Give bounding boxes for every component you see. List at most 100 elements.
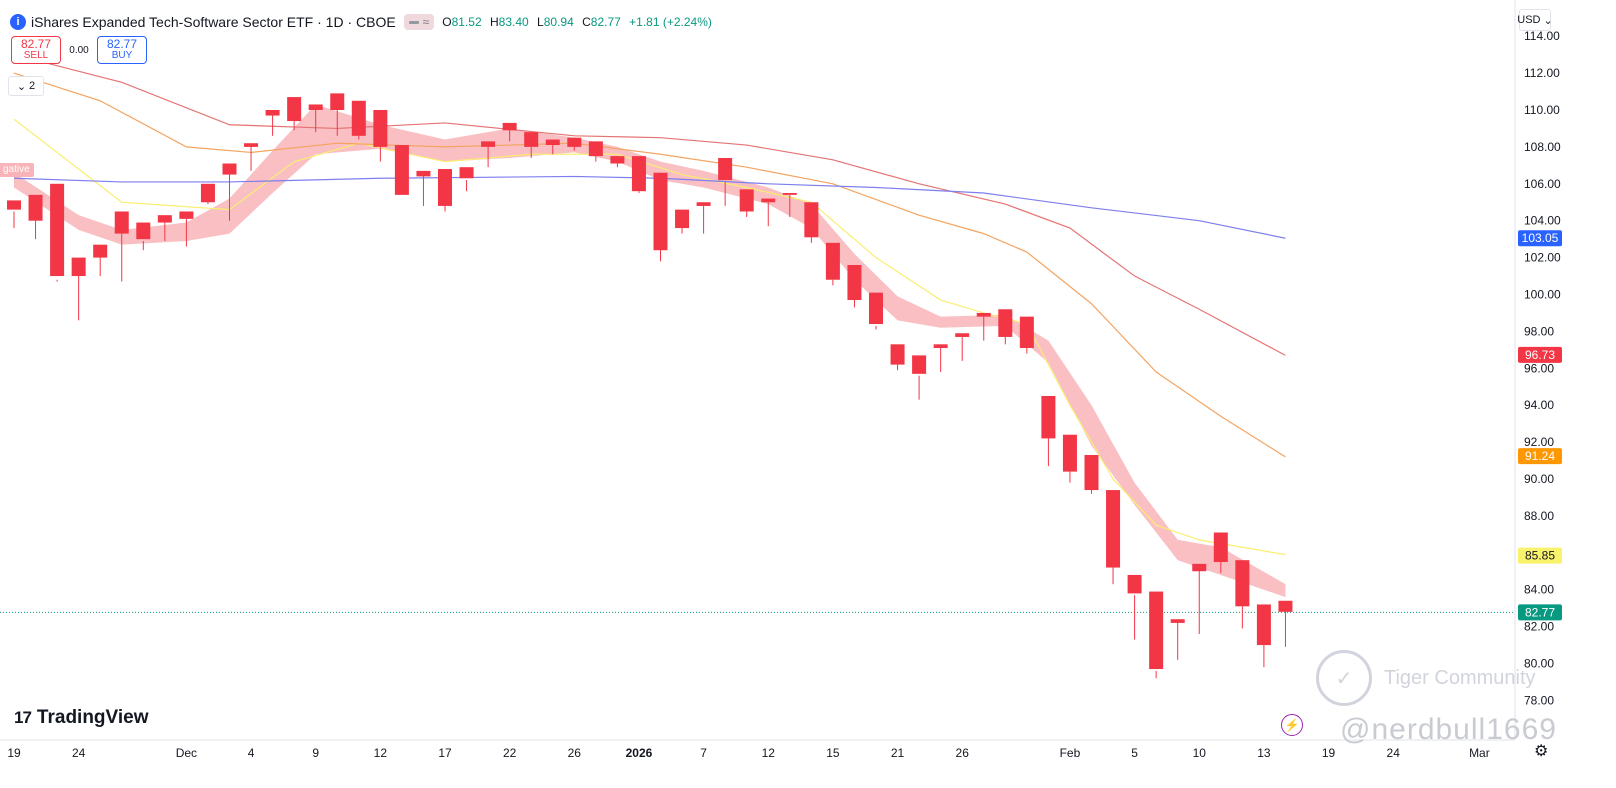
- price-tick-label: 108.00: [1524, 140, 1561, 154]
- time-tick-label: 9: [312, 746, 319, 760]
- ohlc-readout: O81.52 H83.40 L80.94 C82.77 +1.81 (+2.24…: [442, 15, 712, 29]
- candle-body: [1041, 395, 1056, 439]
- candle-body: [567, 137, 582, 147]
- candle-body: [351, 100, 366, 136]
- wave-icon: ≈: [422, 15, 430, 29]
- lightning-icon[interactable]: ⚡: [1281, 714, 1303, 736]
- price-tick-label: 92.00: [1524, 435, 1554, 449]
- candle-body: [1149, 591, 1164, 670]
- price-tag-bg: [1518, 230, 1562, 247]
- candle-body: [653, 172, 668, 251]
- candle-body: [675, 209, 690, 229]
- chevron-down-icon: ⌄: [16, 80, 27, 93]
- price-tick-label: 82.00: [1524, 620, 1554, 634]
- time-tick-label: 19: [7, 746, 21, 760]
- price-tick-label: 98.00: [1524, 324, 1554, 338]
- time-tick-label: 24: [72, 746, 86, 760]
- candle-body: [1019, 316, 1034, 349]
- visibility-chip[interactable]: ≈: [403, 14, 435, 30]
- price-tag-bg: [1518, 604, 1562, 621]
- candle-body: [890, 344, 905, 365]
- candle-body: [459, 167, 474, 179]
- price-tick-label: 94.00: [1524, 398, 1554, 412]
- candle-body: [1278, 600, 1293, 612]
- candle-body: [696, 202, 711, 206]
- low-label: L: [537, 15, 544, 29]
- currency-select[interactable]: USD ⌄: [1517, 9, 1553, 31]
- price-tag: 103.05: [1518, 230, 1562, 247]
- price-tick-label: 80.00: [1524, 657, 1554, 671]
- time-tick-label: 15: [826, 746, 840, 760]
- ma-line-3: [13, 175, 1286, 239]
- price-tag-label: 103.05: [1522, 231, 1559, 245]
- candles: [0, 93, 1514, 679]
- candle-body: [179, 211, 194, 219]
- close-label: C: [582, 15, 591, 29]
- candle-body: [287, 97, 302, 122]
- time-tick-label: 26: [956, 746, 970, 760]
- candle-body: [157, 215, 172, 223]
- high-label: H: [489, 15, 499, 29]
- tiger-logo-icon: ✓: [1316, 650, 1372, 706]
- chevron-down-icon: ⌄: [1543, 14, 1553, 27]
- time-tick-label: Dec: [176, 746, 197, 760]
- change-value: +1.81 (+2.24%): [629, 15, 712, 29]
- time-tick-label: 21: [891, 746, 905, 760]
- buy-button[interactable]: 82.77 BUY: [97, 36, 147, 64]
- indicator-toggle[interactable]: ⌄ 2: [8, 76, 44, 96]
- price-tick-label: 104.00: [1524, 214, 1561, 228]
- time-tick-label: Feb: [1060, 746, 1081, 760]
- candle-body: [933, 344, 948, 349]
- candle-body: [1213, 532, 1228, 563]
- symbol-title[interactable]: iShares Expanded Tech-Software Sector ET…: [31, 14, 396, 30]
- candle-body: [222, 163, 237, 175]
- time-tick-label: 19: [1322, 746, 1336, 760]
- candle-body: [1256, 604, 1271, 646]
- candle-body: [481, 141, 496, 147]
- buy-price: 82.77: [106, 37, 138, 51]
- price-tag-bg: [1518, 346, 1562, 363]
- price-tick-label: 106.00: [1524, 177, 1561, 191]
- candle-body: [373, 110, 388, 147]
- tradingview-logo[interactable]: 17 TradingView: [14, 707, 149, 729]
- watermark-handle: @nerdbull1669: [1340, 713, 1557, 746]
- price-tick-label: 78.00: [1524, 693, 1554, 707]
- price-tag-label: 91.24: [1525, 449, 1555, 463]
- candle-body: [416, 170, 431, 177]
- spread-value: 0.00: [69, 44, 89, 56]
- candle-body: [7, 200, 21, 210]
- candle-body: [330, 93, 345, 110]
- sell-button[interactable]: 82.77 SELL: [11, 36, 61, 64]
- candle-body: [631, 156, 646, 192]
- time-tick-label: 5: [1131, 746, 1138, 760]
- candle-body: [1170, 619, 1185, 623]
- indicator-label-tag: gative: [0, 163, 34, 177]
- time-tick-label: 22: [503, 746, 517, 760]
- price-tick-label: 90.00: [1524, 472, 1554, 486]
- candle-body: [1235, 560, 1250, 607]
- ma-line-1: [13, 72, 1286, 458]
- price-tag-bg: [1518, 547, 1562, 564]
- candle-body: [200, 183, 215, 203]
- candle-body: [438, 169, 452, 206]
- price-tag: 85.85: [1518, 547, 1562, 564]
- candle-body: [1084, 455, 1099, 491]
- candle-body: [782, 193, 797, 195]
- candle-body: [825, 242, 840, 280]
- info-icon[interactable]: i: [10, 14, 26, 30]
- candle-body: [265, 110, 280, 116]
- time-tick-label: 7: [700, 746, 707, 760]
- sell-label: SELL: [23, 50, 49, 61]
- indicator-count: 2: [29, 80, 36, 92]
- time-tick-label: Mar: [1469, 746, 1490, 760]
- time-tick-label: 10: [1193, 746, 1207, 760]
- candle-body: [1127, 574, 1142, 594]
- candle-body: [912, 355, 927, 374]
- tradingview-logo-icon: 17: [14, 708, 32, 727]
- candle-body: [93, 244, 108, 258]
- time-tick-label: 12: [374, 746, 388, 760]
- price-tag-label: 85.85: [1525, 549, 1555, 563]
- candle-body: [718, 157, 733, 181]
- gear-icon[interactable]: ⚙: [1534, 743, 1549, 760]
